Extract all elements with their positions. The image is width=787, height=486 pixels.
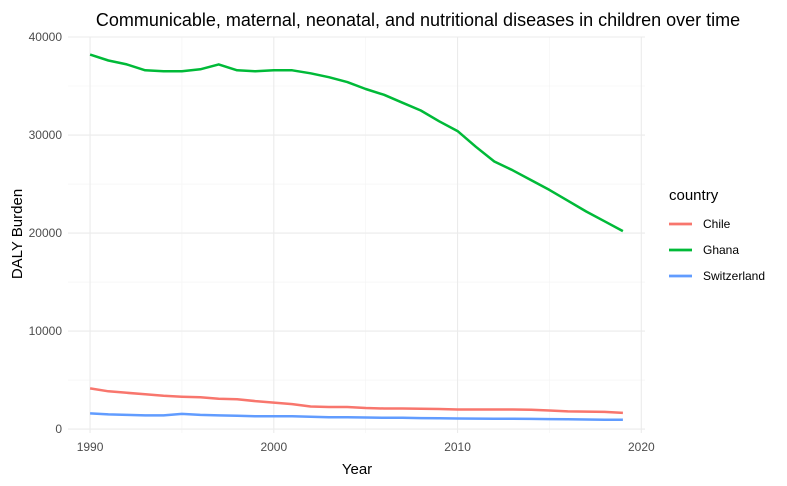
y-axis-title: DALY Burden xyxy=(9,189,26,279)
y-tick-label: 20000 xyxy=(29,226,63,240)
legend-label-switzerland: Switzerland xyxy=(703,269,765,283)
y-tick-label: 30000 xyxy=(29,128,63,142)
series-lines xyxy=(89,53,624,422)
grid xyxy=(68,36,645,433)
chart-title: Communicable, maternal, neonatal, and nu… xyxy=(96,10,740,30)
legend-title: country xyxy=(669,187,719,204)
x-tick-label: 2010 xyxy=(444,440,471,454)
y-tick-label: 10000 xyxy=(29,324,63,338)
x-tick-label: 2020 xyxy=(628,440,655,454)
legend: country Chile Ghana Switzerland xyxy=(669,187,765,283)
y-axis-ticks: 0 10000 20000 30000 40000 xyxy=(29,30,63,436)
series-line-ghana xyxy=(89,53,624,233)
legend-label-chile: Chile xyxy=(703,217,731,231)
series-line-switzerland xyxy=(90,412,623,422)
x-tick-label: 2000 xyxy=(260,440,287,454)
x-axis-title: Year xyxy=(342,461,372,478)
x-tick-label: 1990 xyxy=(77,440,104,454)
y-tick-label: 40000 xyxy=(29,30,63,44)
y-tick-label: 0 xyxy=(55,422,62,436)
series-line-chile xyxy=(89,387,623,415)
legend-label-ghana: Ghana xyxy=(703,243,739,257)
x-axis-ticks: 1990 2000 2010 2020 xyxy=(77,440,655,454)
